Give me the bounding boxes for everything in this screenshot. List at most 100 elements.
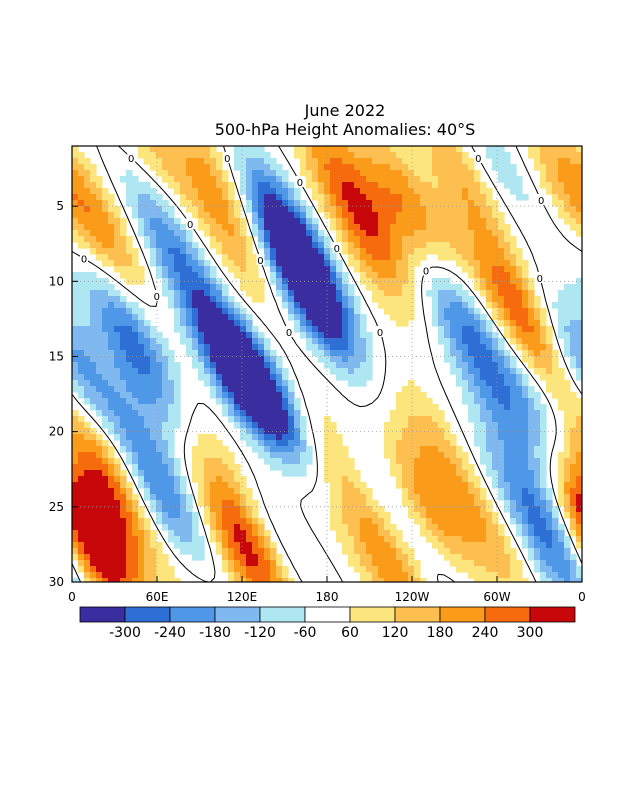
anomaly-cell: [402, 416, 409, 423]
anomaly-cell: [360, 560, 367, 567]
anomaly-cell: [342, 500, 349, 507]
anomaly-cell: [522, 422, 529, 429]
anomaly-cell: [150, 242, 157, 249]
anomaly-cell: [294, 188, 301, 195]
anomaly-cell: [210, 176, 217, 183]
anomaly-cell: [126, 278, 133, 285]
anomaly-cell: [354, 470, 361, 477]
anomaly-cell: [270, 170, 277, 177]
anomaly-cell: [252, 548, 259, 555]
anomaly-cell: [240, 314, 247, 321]
anomaly-cell: [396, 554, 403, 561]
anomaly-cell: [462, 536, 469, 543]
anomaly-cell: [414, 260, 421, 267]
anomaly-cell: [474, 356, 481, 363]
anomaly-cell: [108, 380, 115, 387]
anomaly-cell: [468, 206, 475, 213]
anomaly-cell: [396, 242, 403, 249]
anomaly-cell: [144, 578, 151, 582]
anomaly-cell: [504, 536, 511, 543]
anomaly-cell: [408, 194, 415, 201]
anomaly-cell: [420, 218, 427, 225]
anomaly-cell: [168, 446, 175, 453]
anomaly-cell: [216, 512, 223, 519]
anomaly-cell: [462, 392, 469, 399]
anomaly-cell: [84, 284, 91, 291]
anomaly-cell: [510, 296, 517, 303]
anomaly-cell: [102, 494, 109, 501]
anomaly-cell: [78, 458, 85, 465]
anomaly-cell: [84, 482, 91, 489]
anomaly-cell: [174, 224, 181, 231]
anomaly-cell: [336, 338, 343, 345]
anomaly-cell: [348, 260, 355, 267]
anomaly-cell: [516, 488, 523, 495]
anomaly-cell: [114, 488, 121, 495]
anomaly-cell: [240, 422, 247, 429]
anomaly-cell: [204, 506, 211, 513]
anomaly-cell: [522, 512, 529, 519]
anomaly-cell: [492, 146, 499, 153]
anomaly-cell: [246, 362, 253, 369]
anomaly-cell: [444, 446, 451, 453]
anomaly-cell: [504, 254, 511, 261]
anomaly-cell: [138, 458, 145, 465]
anomaly-cell: [78, 356, 85, 363]
anomaly-cell: [552, 572, 559, 579]
anomaly-cell: [192, 242, 199, 249]
anomaly-cell: [120, 332, 127, 339]
anomaly-cell: [456, 548, 463, 555]
anomaly-cell: [294, 248, 301, 255]
anomaly-cell: [228, 350, 235, 357]
anomaly-cell: [576, 290, 582, 297]
anomaly-cell: [576, 542, 582, 549]
anomaly-cell: [492, 374, 499, 381]
anomaly-cell: [438, 332, 445, 339]
anomaly-cell: [438, 476, 445, 483]
anomaly-cell: [348, 518, 355, 525]
anomaly-cell: [432, 488, 439, 495]
anomaly-cell: [504, 314, 511, 321]
anomaly-cell: [234, 554, 241, 561]
anomaly-cell: [540, 368, 547, 375]
anomaly-cell: [498, 398, 505, 405]
anomaly-cell: [438, 218, 445, 225]
anomaly-cell: [240, 524, 247, 531]
anomaly-cell: [456, 302, 463, 309]
anomaly-cell: [234, 266, 241, 273]
anomaly-cell: [288, 260, 295, 267]
anomaly-cell: [72, 314, 79, 321]
anomaly-cell: [396, 284, 403, 291]
anomaly-cell: [96, 206, 103, 213]
anomaly-cell: [552, 380, 559, 387]
anomaly-cell: [348, 170, 355, 177]
anomaly-cell: [252, 218, 259, 225]
anomaly-cell: [564, 464, 571, 471]
anomaly-cell: [180, 338, 187, 345]
anomaly-cell: [264, 212, 271, 219]
anomaly-cell: [234, 230, 241, 237]
anomaly-cell: [264, 398, 271, 405]
anomaly-cell: [438, 458, 445, 465]
anomaly-cell: [438, 284, 445, 291]
anomaly-cell: [492, 218, 499, 225]
anomaly-cell: [318, 188, 325, 195]
anomaly-cell: [372, 236, 379, 243]
anomaly-cell: [126, 332, 133, 339]
anomaly-cell: [378, 542, 385, 549]
anomaly-cell: [546, 170, 553, 177]
anomaly-cell: [552, 548, 559, 555]
anomaly-cell: [378, 194, 385, 201]
anomaly-cell: [234, 212, 241, 219]
anomaly-cell: [330, 284, 337, 291]
anomaly-cell: [426, 242, 433, 249]
anomaly-cell: [414, 236, 421, 243]
anomaly-cell: [120, 272, 127, 279]
anomaly-cell: [252, 566, 259, 573]
anomaly-cell: [498, 416, 505, 423]
anomaly-cell: [114, 248, 121, 255]
anomaly-cell: [132, 458, 139, 465]
anomaly-cell: [402, 206, 409, 213]
anomaly-cell: [84, 236, 91, 243]
anomaly-cell: [264, 374, 271, 381]
